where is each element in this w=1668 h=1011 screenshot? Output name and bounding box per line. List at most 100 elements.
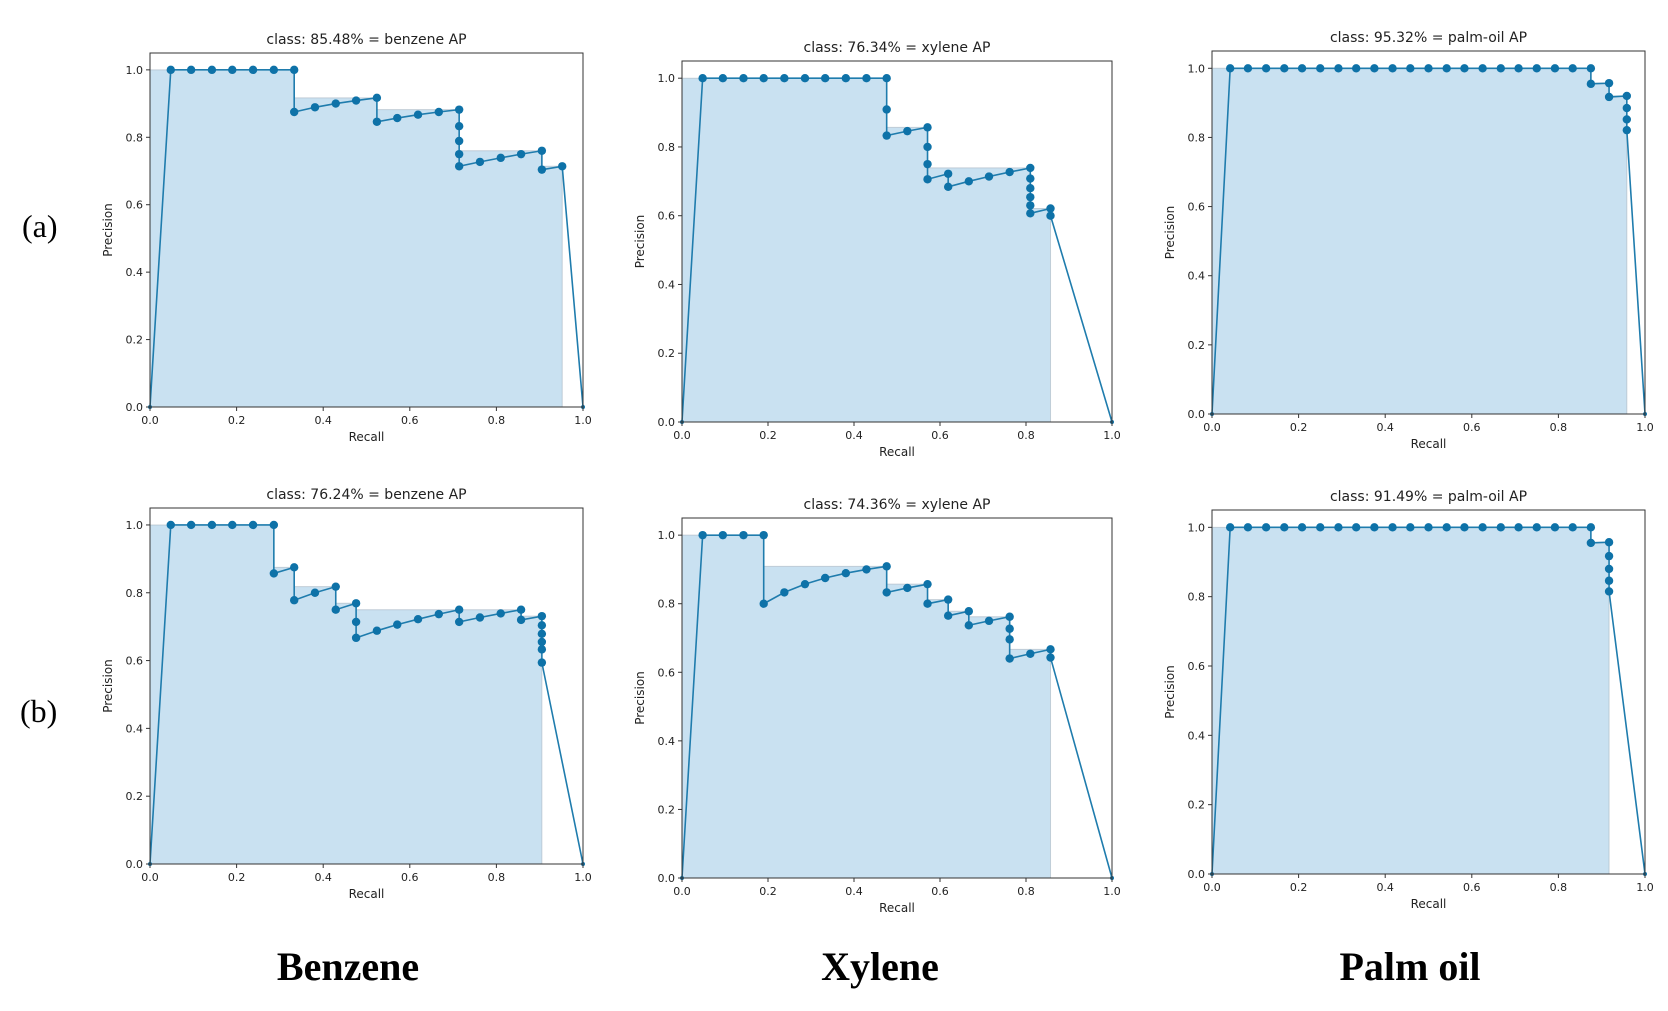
pr-point [516, 149, 526, 159]
pr-point [228, 520, 237, 530]
pr-point [454, 121, 464, 131]
y-tick-label: 0.6 [658, 666, 676, 679]
x-tick-label: 0.6 [931, 885, 949, 898]
pr-point [1243, 523, 1253, 532]
x-tick-label: 0.4 [1376, 881, 1394, 894]
pr-point [800, 579, 810, 589]
pr-point [759, 599, 768, 608]
pr-point [1550, 64, 1560, 73]
x-tick-label: 0.4 [314, 871, 332, 884]
pr-point [372, 93, 382, 103]
column-label-benzene: Benzene [277, 944, 419, 989]
chart-title: class: 76.24% = benzene AP [266, 487, 466, 503]
chart-panel-b-palm-oil: 0.0 0.2 0.4 0.6 0.8 1.0 0.0 0.2 0.4 0.6 0.8 1.0 clas… [1163, 489, 1654, 911]
pr-point [1424, 523, 1433, 532]
pr-point [923, 159, 932, 169]
x-tick-label: 1.0 [1636, 421, 1654, 434]
y-tick-label: 0.0 [658, 872, 676, 885]
pr-point [537, 637, 547, 647]
pr-point [1225, 523, 1235, 532]
pr-point [454, 149, 464, 159]
pr-point [516, 605, 526, 614]
y-tick-label: 1.0 [126, 64, 144, 77]
y-tick-label: 0.6 [658, 210, 676, 223]
x-tick-label: 0.6 [1463, 881, 1481, 894]
plot-frame [1211, 509, 1646, 875]
pr-point [1622, 103, 1632, 113]
pr-point [558, 162, 567, 171]
pr-point [289, 563, 299, 572]
pr-point [1604, 92, 1614, 102]
pr-point [780, 588, 789, 597]
pr-point [1622, 115, 1632, 124]
row-label-b: (b) [20, 693, 57, 729]
y-tick-label: 1.0 [126, 519, 144, 532]
ap-area [1212, 527, 1610, 874]
pr-point [331, 605, 340, 614]
x-tick-label: 0.8 [488, 414, 506, 427]
pr-point [1334, 64, 1343, 73]
column-label-xylene: Xylene [821, 944, 939, 989]
pr-point [1460, 523, 1469, 532]
y-tick-label: 1.0 [658, 72, 676, 85]
pr-point [903, 583, 912, 593]
pr-point [310, 588, 320, 597]
pr-point [1406, 64, 1415, 73]
pr-point [1388, 64, 1397, 73]
pr-point [393, 620, 402, 629]
pr-point [393, 113, 402, 123]
y-axis-label: Precision [633, 671, 647, 725]
pr-point [1026, 184, 1035, 193]
chart-panel-b-xylene: 0.0 0.2 0.4 0.6 0.8 1.0 0.0 0.2 0.4 0.6 0.8 1.0 clas… [633, 497, 1121, 915]
x-axis-label: Recall [879, 445, 915, 459]
pr-point [537, 645, 547, 654]
pr-point [186, 520, 196, 530]
pr-point [739, 530, 748, 540]
pr-point [1005, 635, 1014, 644]
pr-point [1496, 523, 1506, 532]
pr-point [1243, 64, 1253, 73]
plot-frame [681, 60, 1113, 423]
pr-point [882, 562, 891, 571]
pr-point [454, 136, 464, 146]
y-tick-label: 0.0 [126, 401, 144, 414]
y-tick-label: 0.6 [1188, 201, 1206, 214]
pr-point [1026, 192, 1035, 202]
x-tick-label: 0.6 [1463, 421, 1481, 434]
pr-point [698, 73, 707, 83]
pr-point [1568, 64, 1577, 73]
y-tick-label: 0.0 [1188, 408, 1206, 421]
pr-point [1604, 538, 1614, 547]
pr-point [1388, 523, 1397, 532]
pr-point [1026, 163, 1035, 173]
pr-point [454, 105, 464, 114]
x-tick-label: 0.0 [1203, 421, 1221, 434]
y-tick-label: 1.0 [1188, 62, 1206, 75]
pr-point [1351, 64, 1361, 73]
pr-point [207, 65, 217, 75]
y-tick-label: 0.8 [658, 141, 676, 154]
pr-point [1442, 523, 1451, 532]
pr-point [248, 520, 258, 530]
x-tick-label: 1.0 [574, 871, 592, 884]
pr-point [739, 73, 748, 83]
pr-point [1604, 587, 1614, 596]
pr-point [1316, 64, 1325, 73]
pr-point [166, 65, 175, 75]
pr-point [1005, 167, 1014, 177]
pr-point [820, 73, 830, 83]
pr-point [1026, 209, 1035, 218]
pr-point [1442, 64, 1451, 73]
pr-point [1586, 79, 1596, 89]
ap-area [1212, 68, 1627, 415]
y-tick-label: 0.2 [126, 790, 144, 803]
pr-point [841, 569, 851, 578]
pr-point [1496, 64, 1506, 73]
x-tick-label: 0.2 [228, 414, 246, 427]
x-tick-label: 0.0 [1203, 881, 1221, 894]
pr-point [718, 73, 728, 83]
y-tick-label: 0.4 [1188, 270, 1206, 283]
ap-area [150, 524, 542, 864]
y-tick-label: 0.0 [1188, 868, 1206, 881]
pr-point [1478, 64, 1487, 73]
